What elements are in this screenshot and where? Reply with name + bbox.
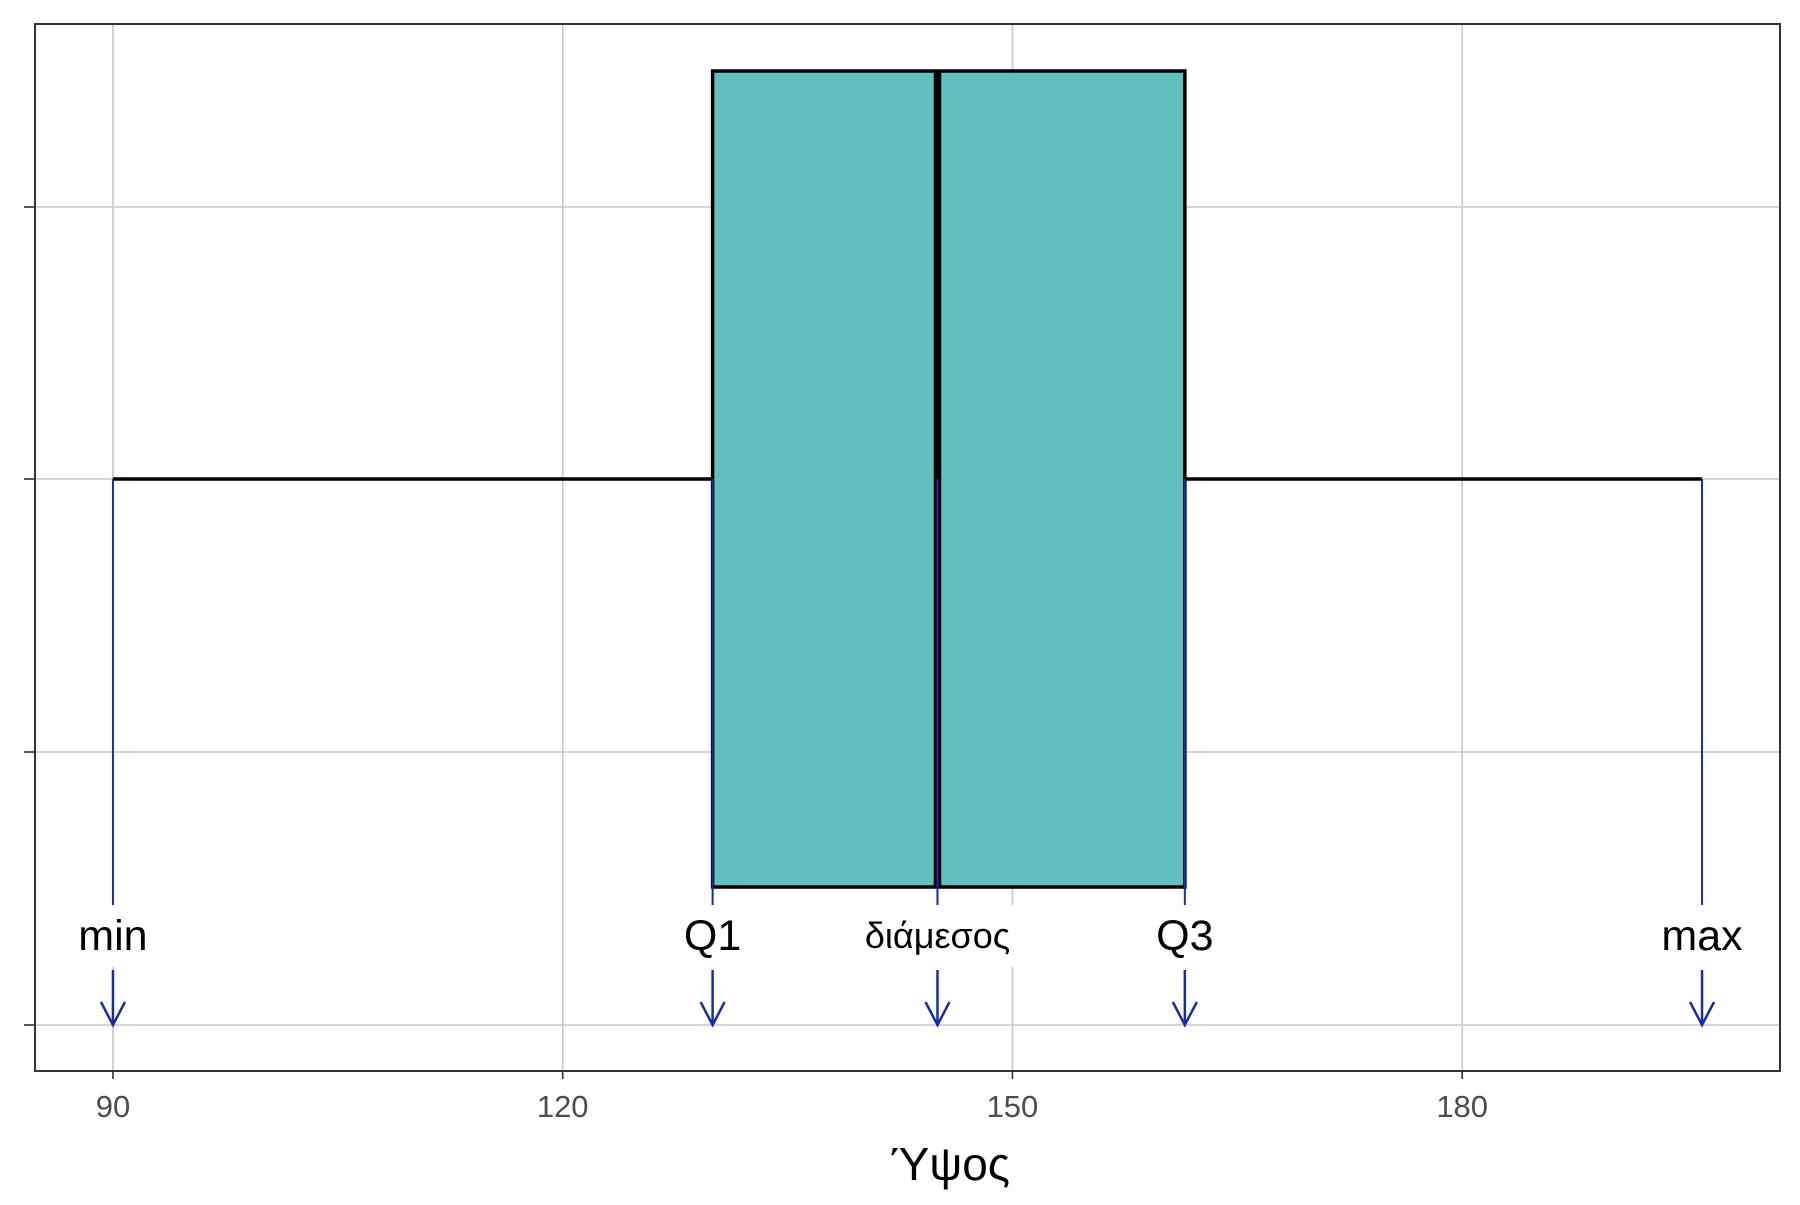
x-tick-label: 120 — [537, 1089, 589, 1124]
annotation-label-bg — [67, 905, 158, 967]
annotation-arrow-head — [1688, 1001, 1716, 1028]
annotation-label-bg — [847, 905, 1028, 967]
annotation-label-Q3: Q3 — [1156, 912, 1213, 960]
x-tick-label: 180 — [1436, 1089, 1488, 1124]
x-axis-title: Ύψος — [890, 1138, 1010, 1190]
boxplot-layer — [112, 69, 1703, 889]
x-axis: 90 120 150 180 — [96, 1071, 1488, 1124]
x-tick-label: 90 — [96, 1089, 130, 1124]
annotation-label-Q1: Q1 — [684, 912, 741, 960]
annotation-layer: min Q1 διάμεσος Q3 max — [67, 479, 1748, 1028]
annotation-arrow-head — [99, 1001, 127, 1028]
annotation-arrow-head — [1171, 1001, 1198, 1028]
annotation-label-διάμεσος: διάμεσος — [865, 915, 1010, 956]
annotation-label-max: max — [1661, 912, 1743, 960]
annotation-label-bg — [667, 905, 758, 967]
iqr-box — [710, 69, 1187, 889]
x-tick-label: 150 — [987, 1089, 1039, 1124]
annotation-label-min: min — [78, 912, 147, 960]
panel-border — [34, 23, 1781, 1072]
annotation-arrow-head — [924, 1001, 951, 1028]
annotation-label-bg — [1657, 905, 1748, 967]
annotation-label-bg — [1139, 905, 1230, 967]
annotation-arrow-head — [699, 1001, 726, 1028]
